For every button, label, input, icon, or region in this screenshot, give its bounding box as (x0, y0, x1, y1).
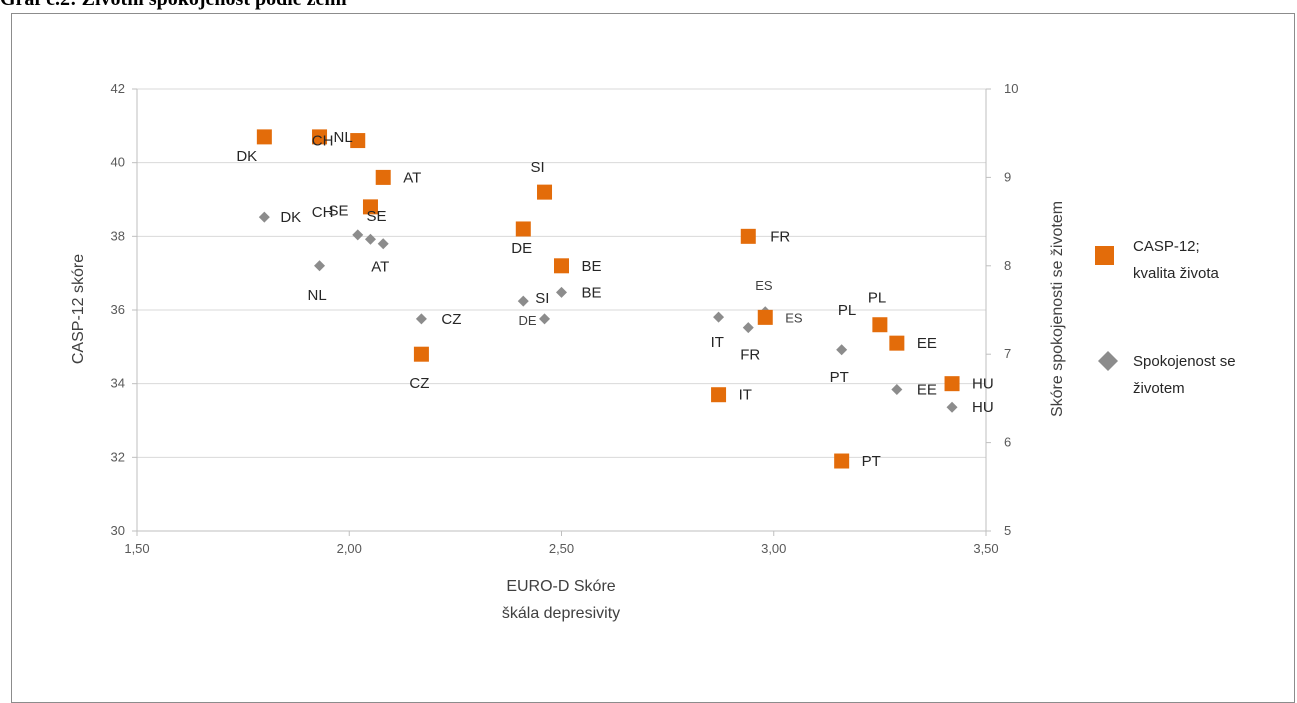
label-casp-de: DE (511, 240, 532, 257)
label-casp-dk: DK (236, 148, 257, 165)
label-spokojenost-it: IT (711, 334, 724, 351)
label-spokojenost-ch: CH (312, 204, 334, 221)
label-casp-hu: HU (972, 376, 994, 393)
x-tick-label: 3,00 (761, 541, 786, 556)
axes (132, 88, 991, 536)
legend-label-spokojenost-1: Spokojenost se (1133, 353, 1236, 370)
label-casp-nl: NL (334, 129, 353, 146)
point-spokojenost-nl (314, 260, 326, 272)
data-points (256, 129, 960, 469)
point-casp-at (375, 169, 391, 185)
x-tick-label: 1,50 (124, 541, 149, 556)
label-casp-ch: CH (312, 133, 334, 150)
point-spokojenost-dk (258, 211, 270, 223)
label-casp-si: SI (531, 159, 545, 176)
legend-label-casp-2: kvalita života (1133, 265, 1220, 282)
point-casp-hu (944, 376, 960, 392)
point-casp-pt (834, 453, 850, 469)
y2-tick-label: 5 (1004, 523, 1011, 538)
tick-labels: 30 32 34 36 38 40 42 5 6 7 8 9 10 1,50 2,00 2,50 3,00 3,5… (111, 81, 1019, 556)
point-spokojenost-be (556, 286, 567, 298)
label-casp-it: IT (739, 387, 752, 404)
label-casp-es: ES (785, 310, 803, 325)
point-spokojenost-si (517, 295, 529, 307)
point-casp-se (362, 199, 378, 215)
point-spokojenost-se (364, 233, 376, 245)
y-tick-label: 34 (111, 376, 125, 391)
chart-heading: Graf č.2: Životní spokojenost podle zemí (0, 0, 347, 11)
point-casp-ee (889, 335, 905, 351)
y2-axis-title: Skóre spokojenosti se životem (1049, 201, 1066, 417)
label-casp-fr: FR (770, 228, 790, 245)
point-casp-nl (312, 129, 328, 145)
label-spokojenost-nl: NL (308, 287, 327, 304)
label-spokojenost-fr: FR (740, 347, 760, 364)
point-casp-si (537, 184, 553, 200)
y-tick-label: 32 (111, 449, 125, 464)
point-casp-it (711, 387, 727, 403)
label-spokojenost-pl: PL (838, 302, 856, 319)
label-casp-ee: EE (917, 335, 937, 352)
legend-marker-casp (1095, 246, 1114, 265)
label-spokojenost-be: BE (582, 284, 602, 301)
point-spokojenost-it (713, 311, 725, 323)
label-casp-se: SE (366, 208, 386, 225)
label-spokojenost-dk: DK (280, 209, 301, 226)
legend: CASP-12; kvalita života Spokojenost se ž… (1095, 238, 1236, 397)
label-spokojenost-ee: EE (917, 382, 937, 399)
legend-label-spokojenost-2: životem (1133, 380, 1185, 397)
y-axis-title: CASP-12 skóre (70, 254, 87, 364)
scatter-chart: 30 32 34 36 38 40 42 5 6 7 8 9 10 1,50 2,00 2,50 3,00 3,5… (70, 81, 1236, 622)
x-tick-label: 3,50 (973, 541, 998, 556)
point-casp-be (554, 258, 569, 274)
label-spokojenost-at: AT (371, 259, 389, 276)
label-spokojenost-cz: CZ (441, 311, 461, 328)
label-spokojenost-si: SI (535, 290, 549, 307)
point-spokojenost-fr (742, 322, 754, 334)
point-casp-fr (740, 228, 756, 244)
point-casp-de (515, 221, 531, 237)
y-tick-label: 40 (111, 155, 125, 170)
label-spokojenost-pt: PT (830, 369, 849, 386)
y-tick-label: 38 (111, 228, 125, 243)
legend-label-casp-1: CASP-12; (1133, 238, 1200, 255)
point-spokojenost-ee (891, 384, 903, 396)
point-casp-dk (256, 129, 272, 145)
y-tick-label: 36 (111, 302, 125, 317)
chart-frame (11, 13, 1295, 703)
point-spokojenost-hu (946, 401, 958, 413)
y2-tick-label: 10 (1004, 81, 1018, 96)
y-tick-label: 30 (111, 523, 125, 538)
y-tick-label: 42 (111, 81, 125, 96)
x-axis-title: EURO-D Skóre (506, 578, 615, 595)
y2-tick-label: 8 (1004, 258, 1011, 273)
x-axis-title-2: škála depresivity (502, 605, 620, 622)
label-spokojenost-hu: HU (972, 399, 994, 416)
point-casp-ch (350, 133, 366, 149)
y2-tick-label: 6 (1004, 435, 1011, 450)
data-labels: DKNLCHSEATSIDEBECZITFRESPLPTEEHUDKNLCHAT… (236, 129, 993, 470)
x-tick-label: 2,50 (549, 541, 574, 556)
label-spokojenost-se: SE (328, 202, 348, 219)
point-spokojenost-pt (836, 344, 848, 356)
label-casp-at: AT (403, 169, 421, 186)
point-spokojenost-cz (415, 313, 427, 325)
label-spokojenost-de: DE (519, 313, 537, 328)
label-spokojenost-es: ES (755, 278, 773, 293)
point-casp-cz (413, 346, 429, 362)
y2-tick-label: 9 (1004, 169, 1011, 184)
y2-tick-label: 7 (1004, 346, 1011, 361)
point-casp-es (757, 309, 773, 325)
label-casp-pt: PT (862, 453, 881, 470)
point-spokojenost-at (377, 238, 389, 250)
label-casp-be: BE (582, 258, 602, 275)
point-casp-pl (872, 317, 888, 333)
label-casp-pl: PL (868, 290, 886, 307)
x-tick-label: 2,00 (337, 541, 362, 556)
legend-marker-spokojenost (1098, 351, 1118, 371)
point-spokojenost-de (539, 313, 551, 325)
label-casp-cz: CZ (409, 375, 429, 392)
point-spokojenost-ch (352, 229, 364, 241)
